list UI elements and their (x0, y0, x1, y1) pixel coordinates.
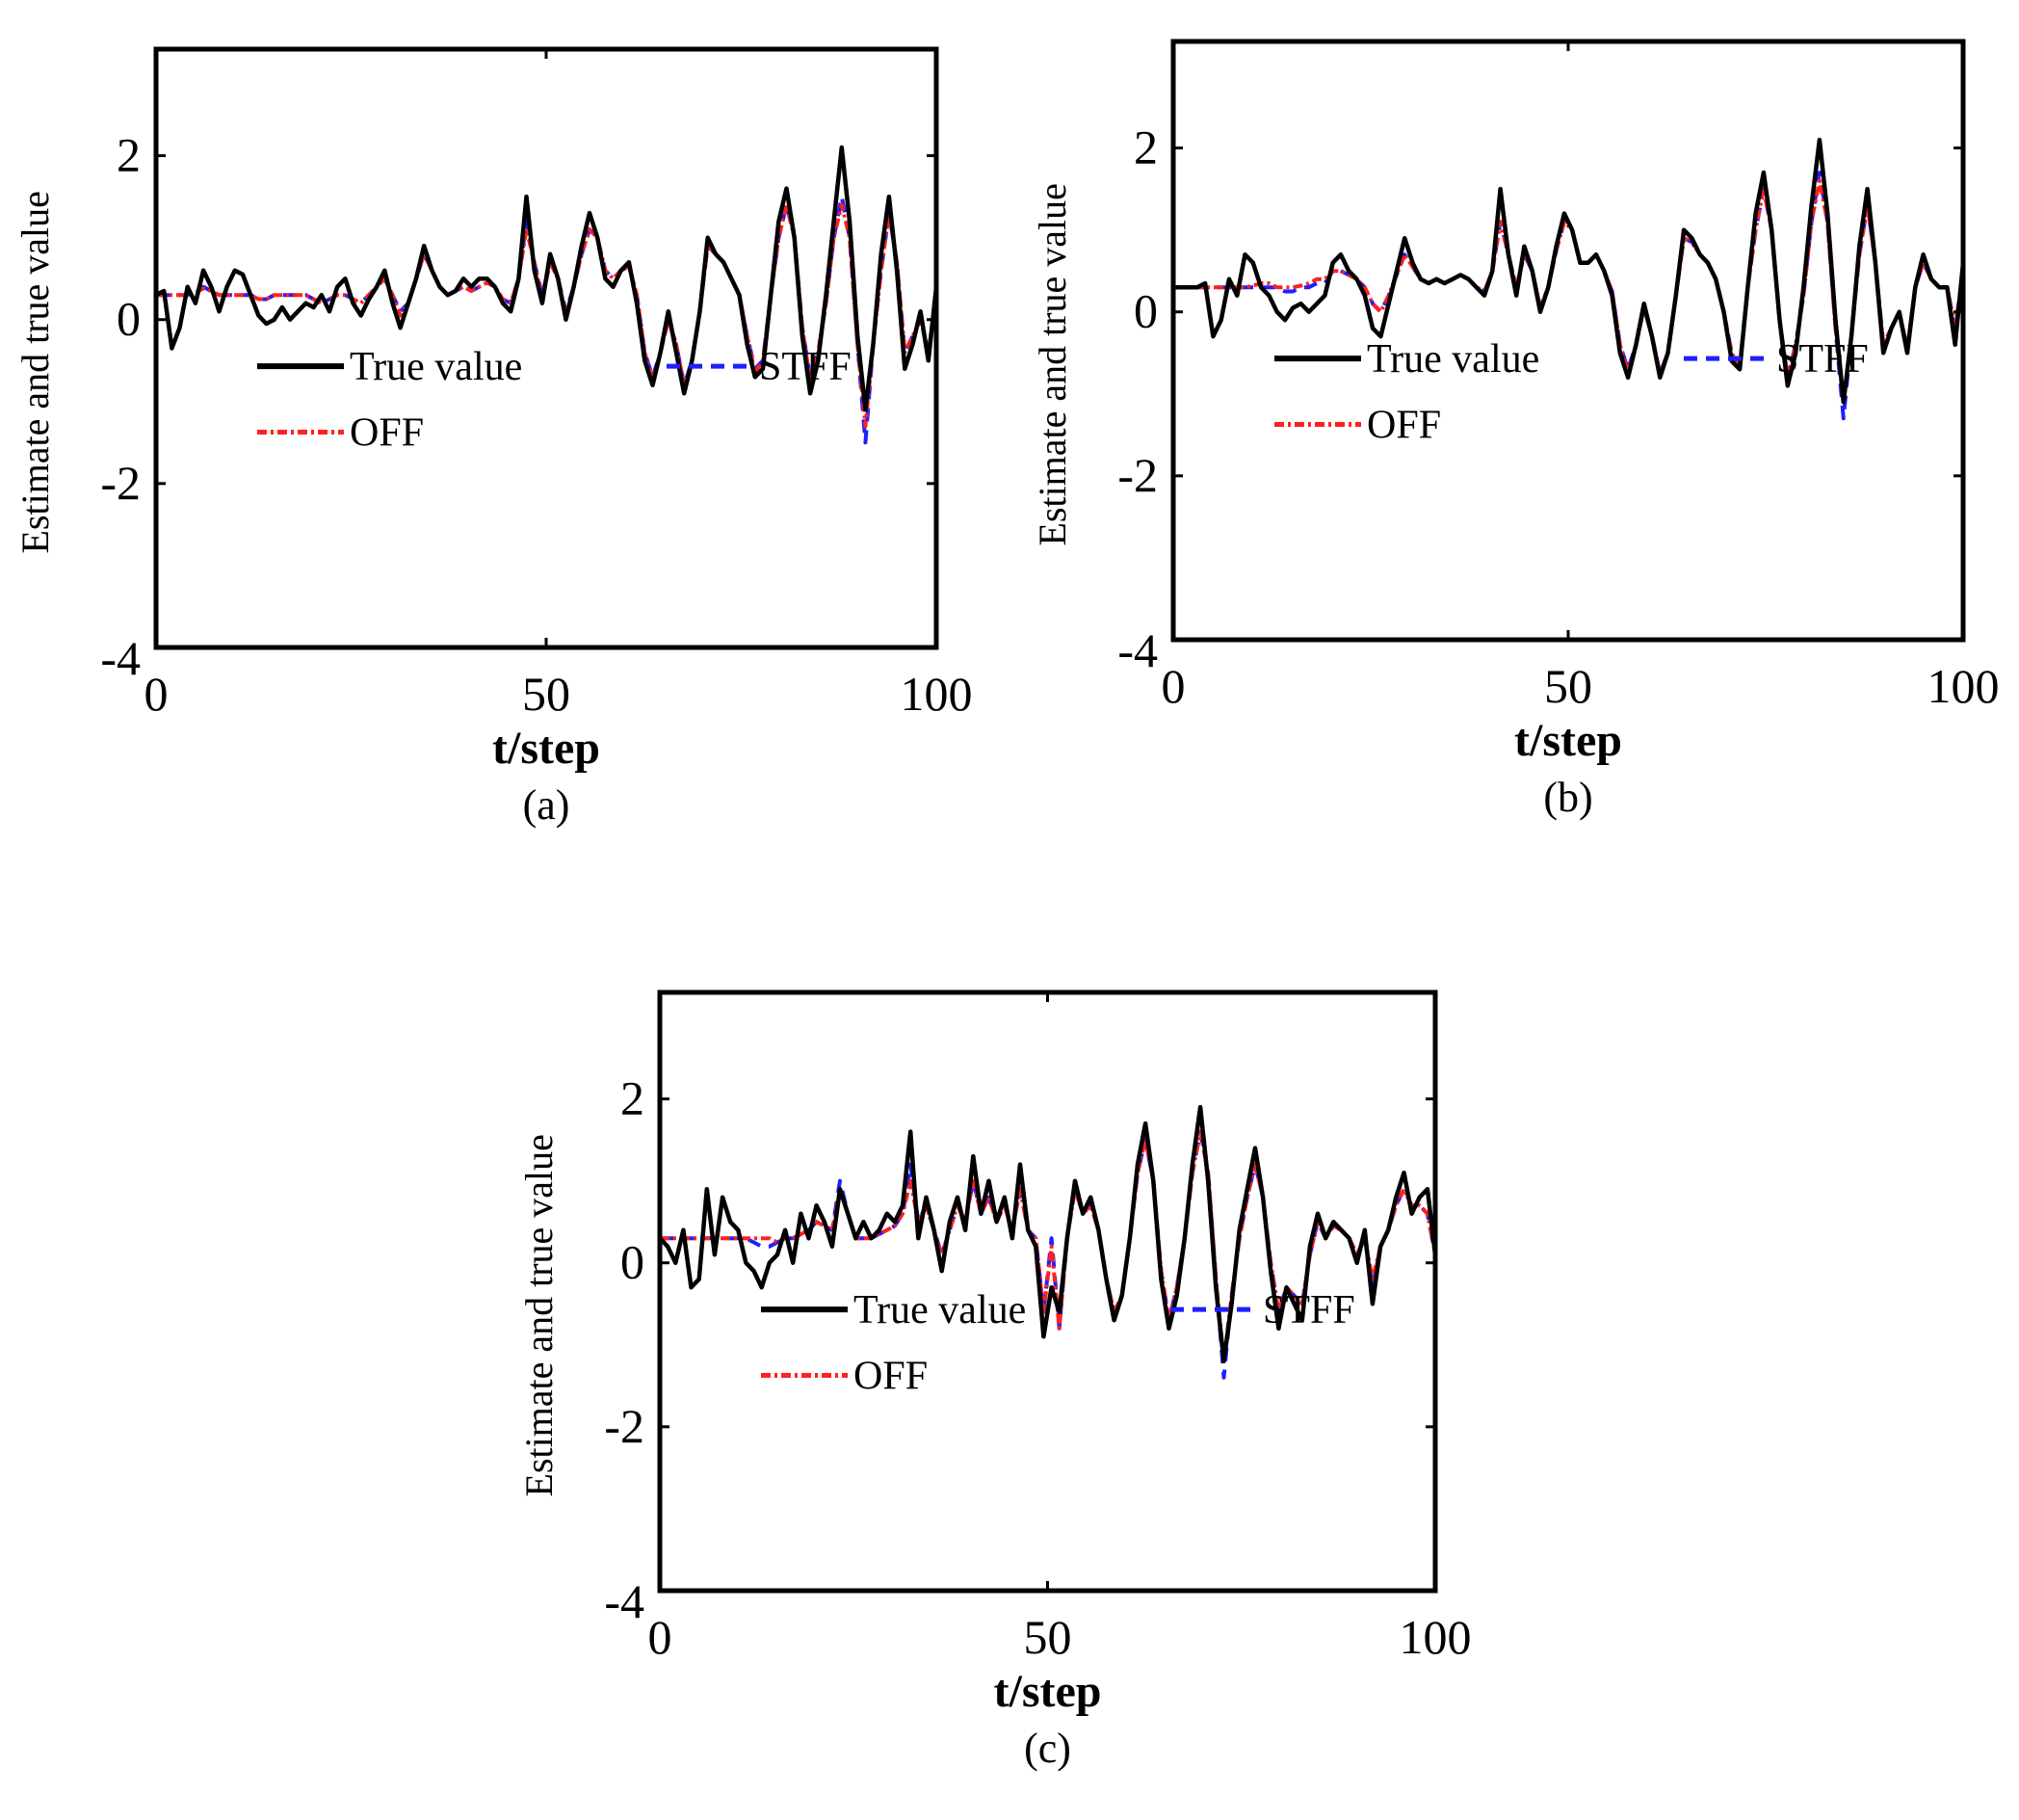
series-line-true-value (156, 145, 936, 412)
series-line-off (156, 202, 936, 429)
legend-label: OFF (1367, 403, 1441, 447)
legend-label: True value (853, 1288, 1026, 1332)
y-tick-label: -4 (1117, 623, 1158, 677)
y-tick-label: 2 (1134, 120, 1158, 174)
legend: True value STFF OFF (761, 1288, 1355, 1398)
series-group (1173, 137, 1963, 421)
y-tick-label: 2 (620, 1071, 644, 1125)
x-tick-label: 0 (144, 667, 169, 721)
y-axis-label: Estimate and true value (1031, 183, 1074, 546)
series-group (156, 145, 936, 445)
y-tick-label: -2 (604, 1399, 644, 1453)
x-axis-label: t/step (994, 1666, 1102, 1717)
y-tick-label: 0 (117, 292, 141, 346)
legend-label: OFF (853, 1354, 928, 1398)
legend-label: OFF (350, 410, 424, 455)
y-tick-label: 0 (620, 1235, 644, 1289)
legend-label: STFF (759, 345, 852, 389)
legend-label: True value (1367, 337, 1539, 382)
legend-label: True value (350, 345, 522, 389)
x-tick-label: 100 (901, 667, 973, 721)
series-line-true-value (660, 1104, 1435, 1364)
chart-panel-a: 0 50 100 -4 -2 0 2 t/step (a) Estimate and true v… (13, 46, 973, 829)
series-group (660, 1104, 1435, 1380)
y-tick-label: -2 (1117, 448, 1158, 502)
x-tick-label: 100 (1927, 659, 2000, 713)
x-tick-label: 0 (1162, 659, 1186, 713)
panel-caption: (b) (1543, 774, 1592, 821)
chart-panel-b: 0 50 100 -4 -2 0 2 t/step (b) Estimate and true v… (1031, 39, 2000, 821)
legend-label: STFF (1263, 1288, 1355, 1332)
x-axis-label: t/step (1514, 715, 1622, 766)
y-tick-label: -4 (100, 631, 141, 685)
y-axis-label: Estimate and true value (517, 1134, 561, 1497)
y-tick-label: -4 (604, 1574, 644, 1628)
y-axis-label: Estimate and true value (13, 191, 57, 554)
x-tick-label: 50 (1024, 1610, 1072, 1664)
chart-panel-c: 0 50 100 -4 -2 0 2 t/step (c) Estimate and true v… (517, 989, 1472, 1772)
series-line-true-value (1173, 137, 1963, 405)
x-tick-label: 50 (1544, 659, 1592, 713)
x-axis-label: t/step (492, 723, 600, 774)
x-tick-label: 100 (1400, 1610, 1472, 1664)
legend: True value STFF OFF (1274, 337, 1869, 447)
x-tick-label: 0 (648, 1610, 672, 1664)
x-tick-label: 50 (522, 667, 570, 721)
legend: True value STFF OFF (257, 345, 852, 455)
y-tick-label: 2 (117, 128, 141, 182)
legend-label: STFF (1776, 337, 1869, 382)
y-tick-label: -2 (100, 456, 141, 510)
y-tick-label: 0 (1134, 284, 1158, 338)
panel-caption: (a) (523, 781, 570, 829)
panel-caption: (c) (1024, 1725, 1071, 1772)
